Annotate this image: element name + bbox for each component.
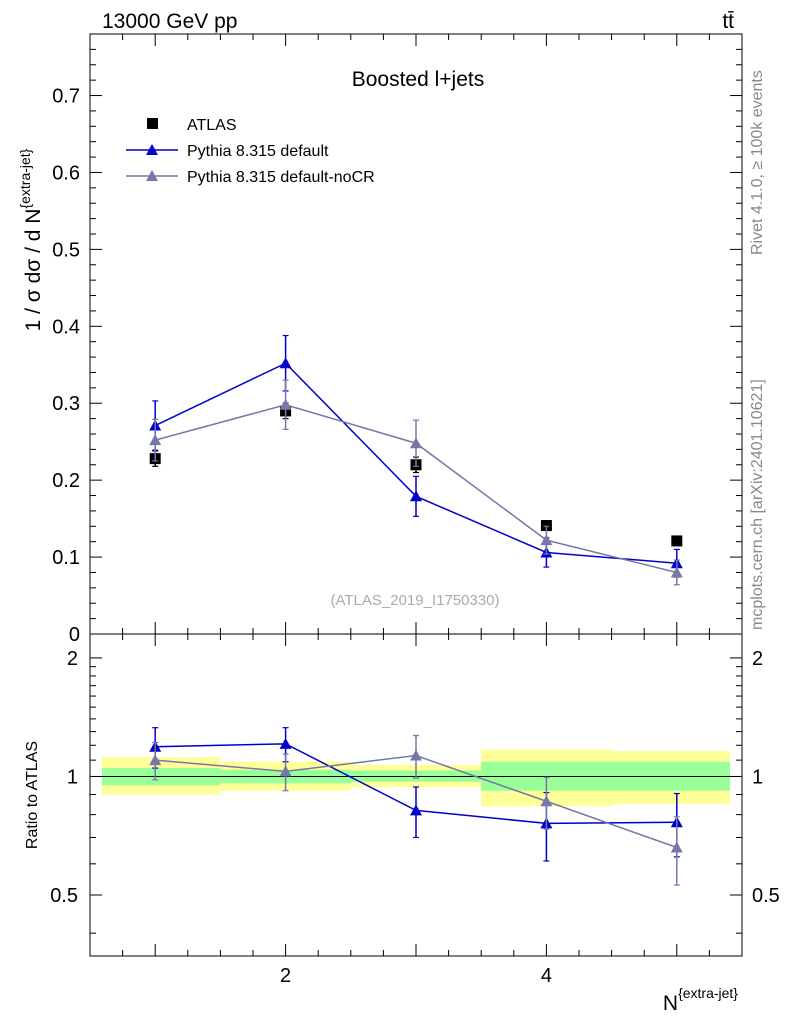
x-axis-label: N{extra-jet} <box>663 985 738 1015</box>
ratio-panel: 0.5 0.5 1 1 2 2 2 4 Ratio to ATLAS N{extra-jet} <box>24 633 780 1015</box>
main-data-point <box>670 566 683 578</box>
main-y-tick-label: 0.4 <box>52 316 80 338</box>
ratio-frame <box>89 633 743 957</box>
ratio-data-point <box>540 795 553 807</box>
main-y-axis-label: 1 / σ dσ / d N{extra-jet} <box>17 148 45 331</box>
main-series-layer <box>149 334 683 586</box>
main-y-tick-label: 0.5 <box>52 239 80 261</box>
main-data-point <box>671 535 683 547</box>
main-data-point <box>410 490 422 502</box>
ratio-series-layer <box>149 727 683 886</box>
ratio-tick-layer: 0.5 0.5 1 1 2 2 2 4 <box>50 634 780 987</box>
ratio-data-point <box>410 804 422 816</box>
ratio-data-point <box>410 749 422 761</box>
energy-label: 13000 GeV pp <box>102 10 237 33</box>
main-y-label-sup: {extra-jet} <box>17 148 33 208</box>
x-label-sup: {extra-jet} <box>678 985 738 1001</box>
ratio-data-point <box>279 737 292 749</box>
rivet-version-label: Rivet 4.1.0, ≥ 100k events <box>749 70 766 255</box>
main-y-label-prefix: 1 / σ dσ / d N <box>22 209 45 332</box>
main-y-tick-label: 0.6 <box>52 162 80 184</box>
main-data-point <box>279 398 292 410</box>
main-data-point <box>540 520 552 532</box>
ratio-y-tick-label-right: 2 <box>752 648 763 670</box>
legend-marker-default <box>146 144 158 155</box>
main-y-tick-label: 0.1 <box>52 547 80 569</box>
legend-label-atlas: ATLAS <box>187 117 237 134</box>
legend-marker-atlas <box>147 118 158 129</box>
ratio-data-point <box>279 765 292 777</box>
ratio-y-tick-label-right: 0.5 <box>752 885 780 907</box>
ratio-data-point <box>670 841 683 853</box>
main-y-tick-label: 0.2 <box>52 470 80 492</box>
main-y-tick-label: 0.7 <box>52 86 80 108</box>
legend-label-nocr: Pythia 8.315 default-noCR <box>187 169 375 186</box>
main-data-point <box>410 437 422 449</box>
legend-marker-nocr <box>146 170 158 181</box>
ratio-y-tick-label: 0.5 <box>50 885 78 907</box>
mcplots-label: mcplots.cern.ch [arXiv:2401.10621] <box>749 379 766 630</box>
main-data-point <box>149 434 162 446</box>
ratio-y-tick-label-right: 1 <box>752 766 763 788</box>
ratio-y-tick-label: 1 <box>67 766 78 788</box>
ratio-x-tick-label: 2 <box>280 965 291 987</box>
ratio-y-axis-label: Ratio to ATLAS <box>24 741 41 849</box>
main-y-tick-label: 0.3 <box>52 393 80 415</box>
analysis-watermark: (ATLAS_2019_I1750330) <box>330 592 499 609</box>
x-label-prefix: N <box>663 992 678 1015</box>
ratio-y-tick-label: 2 <box>67 648 78 670</box>
main-tick-layer: 0 0.1 0.2 0.3 0.4 0.5 0.6 0.7 <box>52 34 743 646</box>
ratio-x-tick-label: 4 <box>541 965 552 987</box>
legend: ATLAS Pythia 8.315 default Pythia 8.315 … <box>126 117 375 186</box>
main-data-point <box>279 357 292 369</box>
process-label: tt̄ <box>722 10 734 33</box>
main-y-tick-label: 0 <box>69 624 80 646</box>
main-data-point <box>540 534 553 546</box>
legend-label-default: Pythia 8.315 default <box>187 143 329 160</box>
ratio-data-point <box>149 754 162 766</box>
main-panel: 0 0.1 0.2 0.3 0.4 0.5 0.6 0.7 Boosted l+jets (A… <box>17 33 743 646</box>
main-title: Boosted l+jets <box>352 68 485 91</box>
